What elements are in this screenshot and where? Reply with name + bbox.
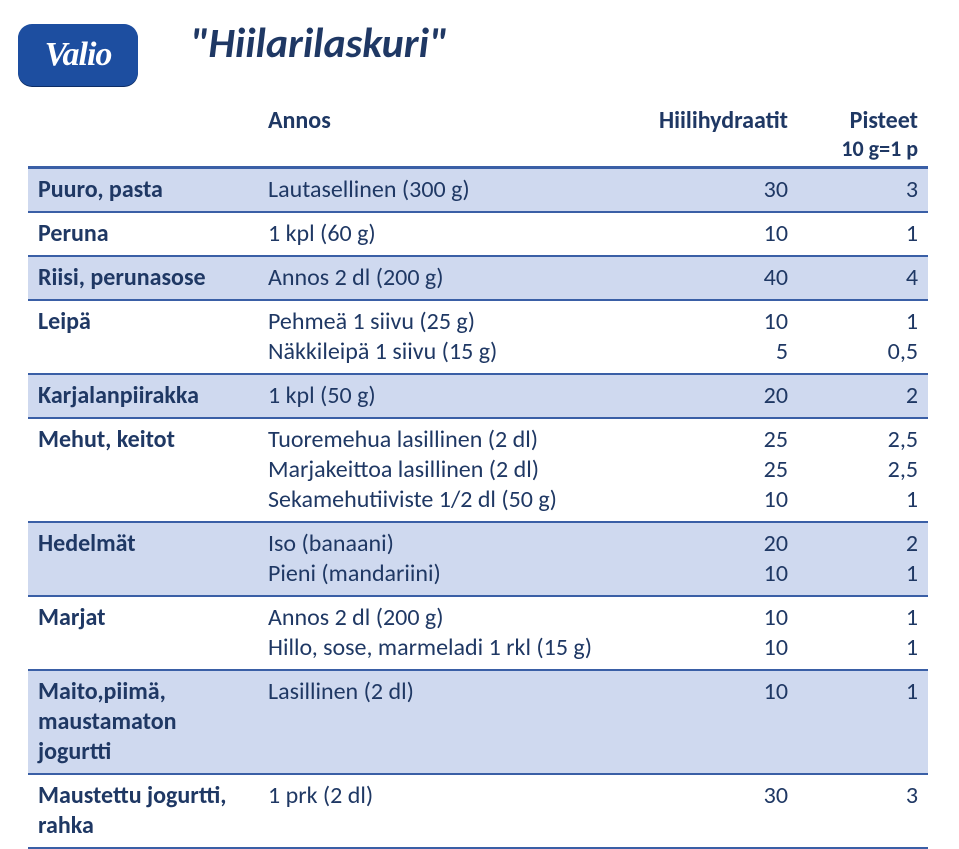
points-cell: 3 bbox=[798, 168, 928, 213]
carbs-cell: 10 bbox=[648, 670, 798, 774]
col-points-header: Pisteet 10 g=1 p bbox=[798, 100, 928, 168]
portion-line: Iso (banaani) bbox=[268, 529, 638, 559]
points-cell: 2 1 bbox=[798, 522, 928, 596]
carbs-cell: 30 bbox=[648, 168, 798, 213]
page-title: "Hiilarilaskuri" bbox=[190, 18, 447, 69]
table-row: Peruna 1 kpl (60 g) 10 1 bbox=[28, 212, 928, 256]
portion-line: Pehmeä 1 siivu (25 g) bbox=[268, 307, 638, 337]
points-line: 2 bbox=[808, 529, 918, 559]
table-row: Karjalanpiirakka 1 kpl (50 g) 20 2 bbox=[28, 374, 928, 418]
food-cell: Maito,piimä, maustamaton jogurtti bbox=[28, 670, 258, 774]
carbs-cell: 20 bbox=[648, 374, 798, 418]
brand-logo-text: Valio bbox=[45, 36, 112, 74]
portion-cell: Pehmeä 1 siivu (25 g) Näkkileipä 1 siivu… bbox=[258, 300, 648, 374]
portion-line: Näkkileipä 1 siivu (15 g) bbox=[268, 337, 638, 367]
carbs-cell: 40 bbox=[648, 256, 798, 300]
points-cell: 4 bbox=[798, 256, 928, 300]
table-row: Maito,piimä, maustamaton jogurtti Lasill… bbox=[28, 670, 928, 774]
col-points-label: Pisteet bbox=[850, 106, 918, 135]
table-row: Mehut, keitot Tuoremehua lasillinen (2 d… bbox=[28, 418, 928, 522]
points-cell: 1 bbox=[798, 212, 928, 256]
food-cell: Leipä bbox=[28, 300, 258, 374]
food-cell: Peruna bbox=[28, 212, 258, 256]
portion-line: Tuoremehua lasillinen (2 dl) bbox=[268, 425, 638, 455]
portion-cell: 1 kpl (50 g) bbox=[258, 374, 648, 418]
portion-cell: Lautasellinen (300 g) bbox=[258, 168, 648, 213]
portion-cell: Annos 2 dl (200 g) Hillo, sose, marmelad… bbox=[258, 596, 648, 670]
carbs-cell: 10 bbox=[648, 212, 798, 256]
points-cell: 1 0,5 bbox=[798, 300, 928, 374]
portion-cell: 1 prk (2 dl) bbox=[258, 774, 648, 848]
food-cell: Puuro, pasta bbox=[28, 168, 258, 213]
carbs-cell: 10 5 bbox=[648, 300, 798, 374]
points-line: 1 bbox=[808, 307, 918, 337]
points-line: 2,5 bbox=[808, 455, 918, 485]
table-header-row: Annos Hiilihydraatit Pisteet 10 g=1 p bbox=[28, 100, 928, 168]
portion-cell: Lasillinen (2 dl) bbox=[258, 670, 648, 774]
brand-logo-box: Valio bbox=[18, 24, 138, 86]
table-row: Riisi, perunasose Annos 2 dl (200 g) 40 … bbox=[28, 256, 928, 300]
food-cell: Hedelmät bbox=[28, 522, 258, 596]
carbs-cell: 30 bbox=[648, 774, 798, 848]
col-food-header bbox=[28, 100, 258, 168]
col-points-sub: 10 g=1 p bbox=[808, 135, 918, 162]
carbs-cell: 10 10 bbox=[648, 596, 798, 670]
points-cell: 1 1 bbox=[798, 596, 928, 670]
portion-line: Pieni (mandariini) bbox=[268, 559, 638, 589]
points-line: 0,5 bbox=[808, 337, 918, 367]
col-carbs-header: Hiilihydraatit bbox=[648, 100, 798, 168]
brand-logo: Valio bbox=[18, 24, 138, 94]
carbs-line: 10 bbox=[658, 559, 788, 589]
portion-cell: Annos 2 dl (200 g) bbox=[258, 256, 648, 300]
portion-line: Marjakeittoa lasillinen (2 dl) bbox=[268, 455, 638, 485]
portion-line: Annos 2 dl (200 g) bbox=[268, 603, 638, 633]
carbs-cell: 25 25 10 bbox=[648, 418, 798, 522]
portion-cell: Tuoremehua lasillinen (2 dl) Marjakeitto… bbox=[258, 418, 648, 522]
portion-cell: Iso (banaani) Pieni (mandariini) bbox=[258, 522, 648, 596]
carbs-line: 10 bbox=[658, 485, 788, 515]
points-line: 1 bbox=[808, 633, 918, 663]
points-line: 1 bbox=[808, 559, 918, 589]
carbs-line: 20 bbox=[658, 529, 788, 559]
portion-line: Hillo, sose, marmeladi 1 rkl (15 g) bbox=[268, 633, 638, 663]
food-cell: Maustettu jogurtti, rahka bbox=[28, 774, 258, 848]
portion-line: Sekamehutiiviste 1/2 dl (50 g) bbox=[268, 485, 638, 515]
carbs-cell: 20 10 bbox=[648, 522, 798, 596]
points-cell: 1 bbox=[798, 670, 928, 774]
table-row: Maustettu jogurtti, rahka 1 prk (2 dl) 3… bbox=[28, 774, 928, 848]
food-cell: Karjalanpiirakka bbox=[28, 374, 258, 418]
carbs-line: 25 bbox=[658, 425, 788, 455]
table-row: Marjat Annos 2 dl (200 g) Hillo, sose, m… bbox=[28, 596, 928, 670]
col-annos-header: Annos bbox=[258, 100, 648, 168]
points-line: 1 bbox=[808, 603, 918, 633]
points-cell: 3 bbox=[798, 774, 928, 848]
food-cell: Riisi, perunasose bbox=[28, 256, 258, 300]
points-line: 1 bbox=[808, 485, 918, 515]
portion-cell: 1 kpl (60 g) bbox=[258, 212, 648, 256]
table-row: Leipä Pehmeä 1 siivu (25 g) Näkkileipä 1… bbox=[28, 300, 928, 374]
carb-table: Annos Hiilihydraatit Pisteet 10 g=1 p Pu… bbox=[28, 100, 928, 849]
carbs-line: 10 bbox=[658, 307, 788, 337]
table-row: Puuro, pasta Lautasellinen (300 g) 30 3 bbox=[28, 168, 928, 213]
points-cell: 2 bbox=[798, 374, 928, 418]
points-line: 2,5 bbox=[808, 425, 918, 455]
carbs-line: 5 bbox=[658, 337, 788, 367]
carbs-line: 10 bbox=[658, 633, 788, 663]
table-row: Hedelmät Iso (banaani) Pieni (mandariini… bbox=[28, 522, 928, 596]
food-cell: Mehut, keitot bbox=[28, 418, 258, 522]
carbs-line: 25 bbox=[658, 455, 788, 485]
carbs-line: 10 bbox=[658, 603, 788, 633]
food-cell: Marjat bbox=[28, 596, 258, 670]
points-cell: 2,5 2,5 1 bbox=[798, 418, 928, 522]
